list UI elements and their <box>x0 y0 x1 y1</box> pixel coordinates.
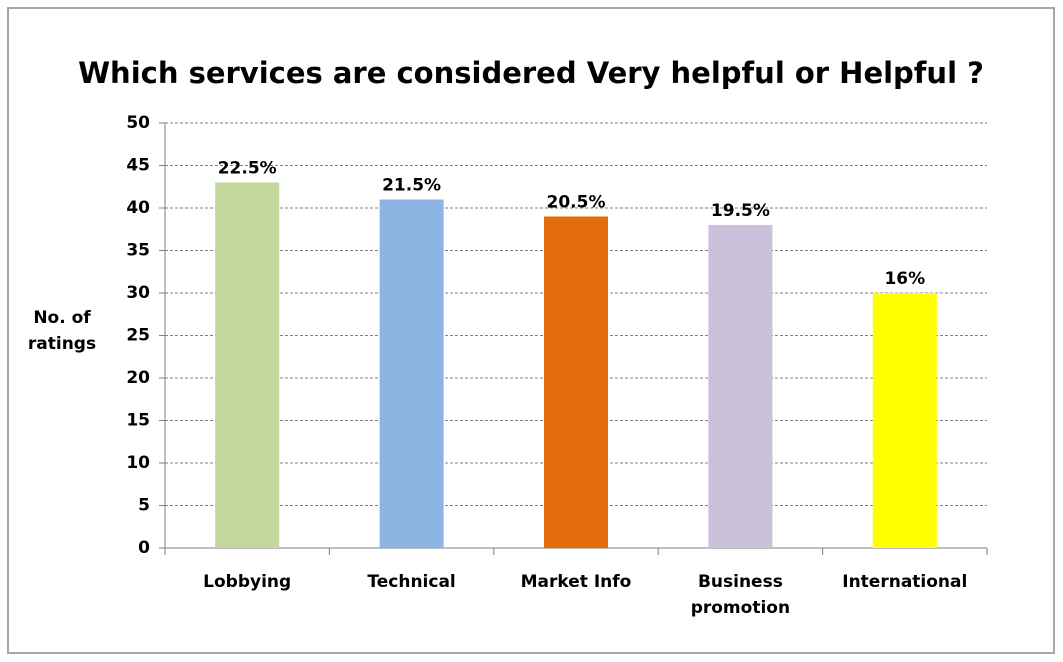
bar <box>215 182 280 548</box>
x-tick-label: International <box>842 572 967 592</box>
x-tick-label: Technical <box>367 572 455 592</box>
data-label: 16% <box>884 269 925 289</box>
data-label: 20.5% <box>547 193 606 213</box>
y-axis-label: No. of ratings <box>28 308 96 354</box>
data-label: 22.5% <box>218 159 277 179</box>
y-tick-label: 30 <box>126 283 150 303</box>
y-tick-label: 5 <box>138 496 150 516</box>
y-tick-label: 50 <box>126 113 150 133</box>
x-tick-label: Market Info <box>521 572 632 592</box>
y-tick-label: 10 <box>126 453 150 473</box>
y-tick-label: 35 <box>126 241 150 261</box>
data-label: 19.5% <box>711 201 770 221</box>
y-tick-label: 25 <box>126 326 150 346</box>
bar <box>872 293 937 548</box>
chart-title: Which services are considered Very helpf… <box>78 56 984 90</box>
y-tick-label: 45 <box>126 156 150 176</box>
y-tick-label: 20 <box>126 368 150 388</box>
y-tick-label: 40 <box>126 198 150 218</box>
y-tick-label: 0 <box>138 538 150 558</box>
data-label: 21.5% <box>382 176 441 196</box>
bar <box>379 199 444 548</box>
bar <box>708 225 773 548</box>
x-tick-label: Business promotion <box>691 572 790 618</box>
bar <box>544 216 608 548</box>
x-tick-label: Lobbying <box>203 572 291 592</box>
y-tick-label: 15 <box>126 411 150 431</box>
